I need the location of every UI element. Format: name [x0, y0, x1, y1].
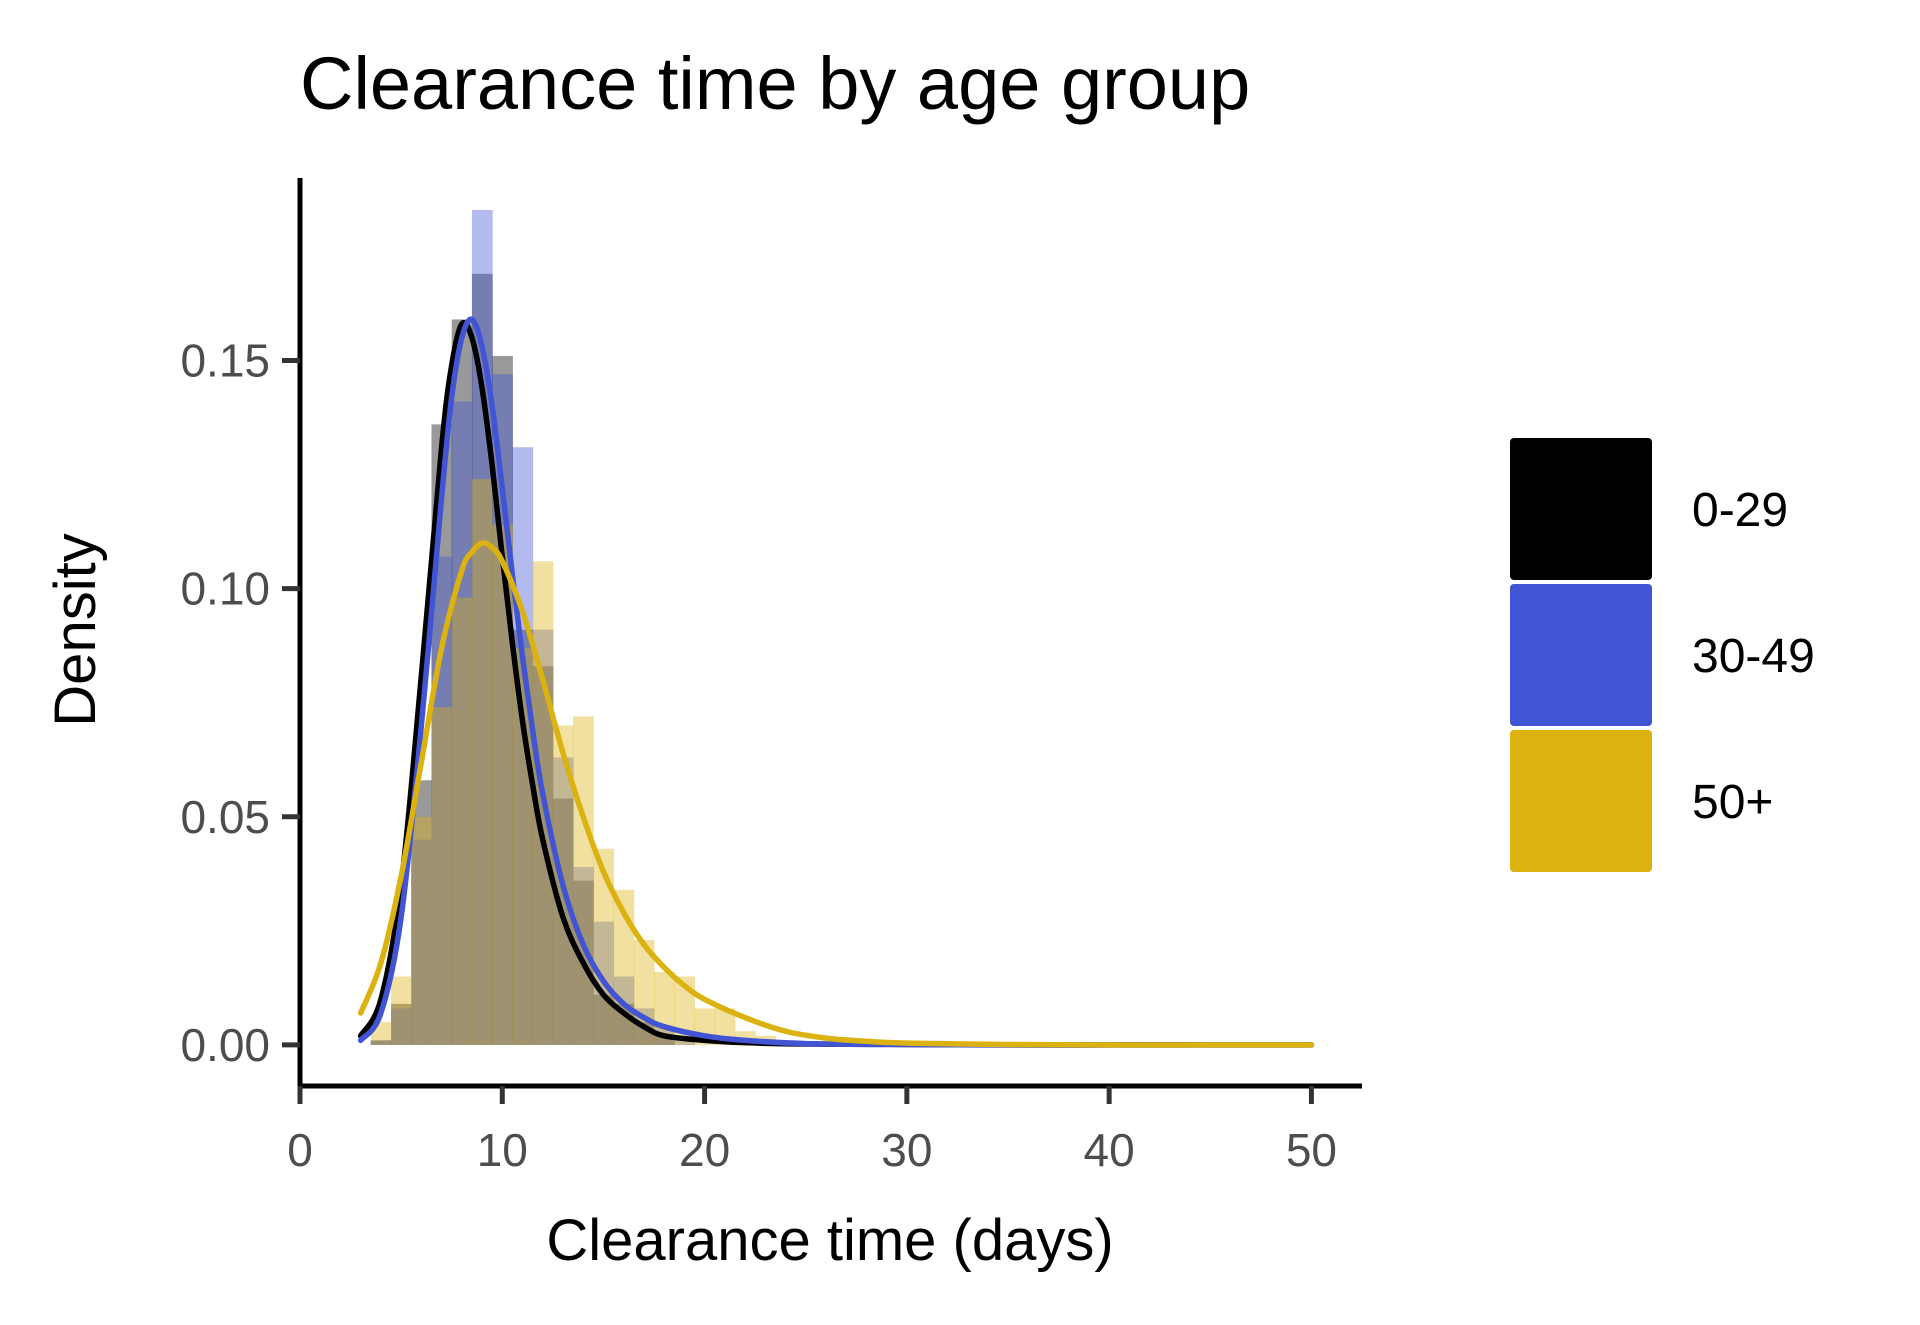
legend-item-30-49: 30-49 — [1510, 584, 1815, 726]
x-tick-label: 40 — [1084, 1124, 1135, 1176]
x-tick-label: 30 — [881, 1124, 932, 1176]
histogram-bar — [370, 1040, 392, 1045]
chart-title: Clearance time by age group — [300, 42, 1250, 125]
histogram-bar — [411, 816, 432, 1045]
legend-label: 30-49 — [1692, 630, 1815, 683]
histogram-bar — [451, 597, 473, 1045]
histogram-bar — [512, 629, 534, 1045]
y-tick-label: 0.00 — [180, 1019, 270, 1071]
histogram-bar — [492, 524, 513, 1045]
histogram-bar — [552, 757, 574, 1045]
histogram-bar — [471, 479, 493, 1045]
histogram-bar — [573, 866, 594, 1045]
axes: 0.00 0.05 0.10 0.15 0 10 20 30 40 50 — [180, 178, 1362, 1176]
x-axis-label: Clearance time (days) — [546, 1208, 1113, 1273]
histogram-bar — [674, 976, 695, 1045]
y-axis-label: Density — [43, 533, 108, 726]
x-tick-label: 0 — [287, 1124, 313, 1176]
histogram-bar — [370, 1040, 392, 1045]
histogram-bar — [593, 994, 615, 1045]
legend-item-0-29: 0-29 — [1510, 438, 1788, 580]
legend-key — [1510, 584, 1652, 726]
histogram-bars — [370, 209, 797, 1045]
legend-item-50: 50+ — [1510, 730, 1773, 872]
histogram-bar — [391, 1008, 412, 1045]
histogram-bar — [431, 707, 453, 1045]
legend-label: 50+ — [1692, 776, 1773, 829]
density-curve-50 — [357, 540, 1315, 1048]
legend-label: 0-29 — [1692, 484, 1788, 537]
legend-key — [1510, 438, 1652, 580]
y-tick-label: 0.05 — [180, 791, 270, 843]
x-tick-label: 50 — [1286, 1124, 1337, 1176]
histogram-bar — [391, 1003, 412, 1045]
legend-key — [1510, 730, 1652, 872]
histogram-bar — [573, 716, 594, 1045]
histogram-bar — [654, 1035, 675, 1045]
y-tick-label: 0.10 — [180, 563, 270, 615]
x-tick-label: 10 — [477, 1124, 528, 1176]
histogram-bar — [411, 839, 432, 1045]
density-curves — [357, 316, 1315, 1048]
histogram-bar — [391, 976, 412, 1045]
y-tick-label: 0.15 — [180, 335, 270, 387]
histogram-bar — [451, 319, 473, 1045]
histogram-bar — [471, 273, 493, 1045]
histogram-bar — [411, 780, 432, 1045]
legend: 0-29 30-49 50+ — [1510, 438, 1815, 872]
x-tick-label: 20 — [679, 1124, 730, 1176]
histogram-bar — [593, 848, 615, 1045]
